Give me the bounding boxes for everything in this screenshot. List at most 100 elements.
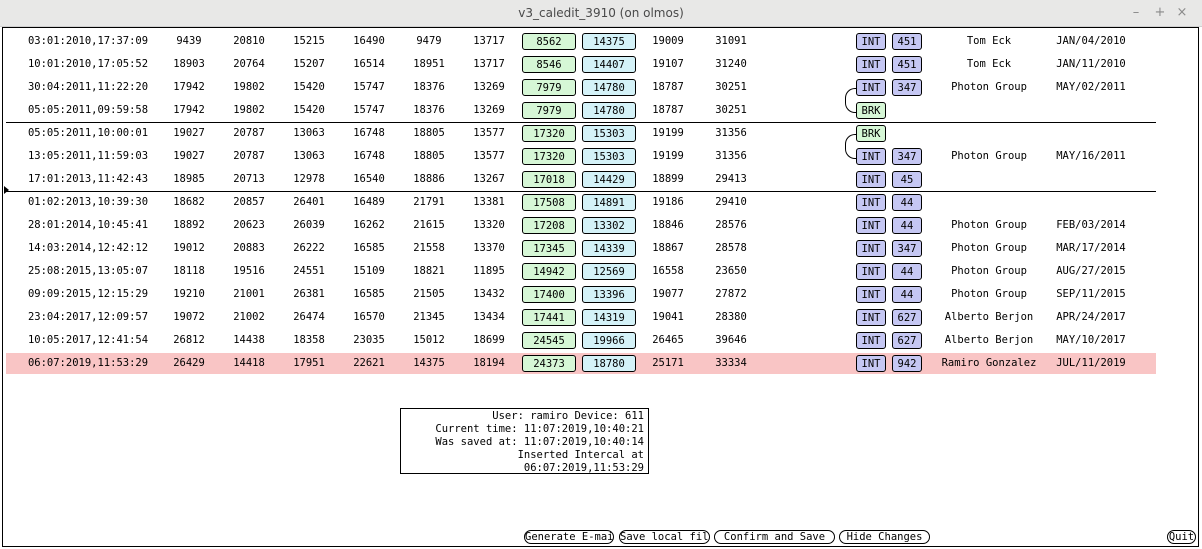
row-value: 31356 bbox=[715, 150, 747, 162]
intercal-number-button[interactable]: 44 bbox=[892, 194, 922, 211]
row-value-green-box[interactable]: 17400 bbox=[522, 286, 576, 303]
row-value-green-box[interactable]: 7979 bbox=[522, 79, 576, 96]
quit-button[interactable]: Quit bbox=[1167, 530, 1196, 544]
row-value: 19009 bbox=[652, 35, 684, 47]
table-row[interactable]: 28:01:2014,10:45:41 18892 20623 26039 16262 2… bbox=[6, 215, 1156, 236]
table-row[interactable]: 23:04:2017,12:09:57 19072 21002 26474 16570 2… bbox=[6, 307, 1156, 328]
row-value-green-box[interactable]: 24373 bbox=[522, 355, 576, 372]
generate-email-button[interactable]: Generate E-mail bbox=[524, 530, 614, 544]
row-value-cyan-box[interactable]: 13302 bbox=[582, 217, 636, 234]
row-value-green-box[interactable]: 8546 bbox=[522, 56, 576, 73]
hide-changes-button[interactable]: Hide Changes bbox=[839, 530, 930, 544]
row-value-cyan-box[interactable]: 14319 bbox=[582, 309, 636, 326]
intercal-number-button[interactable]: 627 bbox=[892, 332, 922, 349]
row-value: 14375 bbox=[413, 357, 445, 369]
row-value: 18194 bbox=[473, 357, 505, 369]
row-value-cyan-box[interactable]: 14407 bbox=[582, 56, 636, 73]
row-value-green-box[interactable]: 14942 bbox=[522, 263, 576, 280]
intercal-type-button[interactable]: INT bbox=[856, 263, 886, 280]
table-row[interactable]: 30:04:2011,11:22:20 17942 19802 15420 15747 1… bbox=[6, 77, 1156, 98]
row-value: 18899 bbox=[652, 173, 684, 185]
info-inserted: Inserted Intercal at 06:07:2019,11:53:29 bbox=[517, 449, 644, 474]
intercal-number-button[interactable]: 451 bbox=[892, 56, 922, 73]
table-row[interactable]: 01:02:2013,10:39:30 18682 20857 26401 16489 2… bbox=[6, 192, 1156, 213]
intercal-type-button[interactable]: INT bbox=[856, 332, 886, 349]
intercal-number-button[interactable]: 347 bbox=[892, 148, 922, 165]
intercal-number-button[interactable]: 451 bbox=[892, 33, 922, 50]
row-value: 20857 bbox=[233, 196, 265, 208]
intercal-number-button[interactable]: 347 bbox=[892, 240, 922, 257]
row-value-green-box[interactable]: 17320 bbox=[522, 148, 576, 165]
row-value-green-box[interactable]: 24545 bbox=[522, 332, 576, 349]
row-value-green-box[interactable]: 17441 bbox=[522, 309, 576, 326]
table-row[interactable]: 10:01:2010,17:05:52 18903 20764 15207 16514 1… bbox=[6, 54, 1156, 75]
row-value-cyan-box[interactable]: 14891 bbox=[582, 194, 636, 211]
close-button[interactable]: × bbox=[1176, 5, 1188, 20]
intercal-number-button[interactable]: 44 bbox=[892, 217, 922, 234]
table-row[interactable]: 05:05:2011,10:00:01 19027 20787 13063 16748 1… bbox=[6, 123, 1156, 144]
break-button[interactable]: BRK bbox=[856, 102, 886, 119]
intercal-type-button[interactable]: INT bbox=[856, 33, 886, 50]
row-timestamp: 23:04:2017,12:09:57 bbox=[27, 311, 149, 323]
row-value-green-box[interactable]: 17320 bbox=[522, 125, 576, 142]
table-row[interactable]: 09:09:2015,12:15:29 19210 21001 26381 16585 2… bbox=[6, 284, 1156, 305]
intercal-type-button[interactable]: INT bbox=[856, 217, 886, 234]
row-value-cyan-box[interactable]: 13396 bbox=[582, 286, 636, 303]
intercal-type-button[interactable]: INT bbox=[856, 355, 886, 372]
intercal-type-button[interactable]: INT bbox=[856, 79, 886, 96]
row-value: 25171 bbox=[652, 357, 684, 369]
intercal-number-button[interactable]: 44 bbox=[892, 263, 922, 280]
intercal-number-button[interactable]: 942 bbox=[892, 355, 922, 372]
row-value: 18805 bbox=[413, 127, 445, 139]
row-value-green-box[interactable]: 7979 bbox=[522, 102, 576, 119]
table-row[interactable]: 10:05:2017,12:41:54 26812 14438 18358 23035 1… bbox=[6, 330, 1156, 351]
intercal-number-button[interactable]: 347 bbox=[892, 79, 922, 96]
intercal-type-button[interactable]: INT bbox=[856, 194, 886, 211]
row-value: 19027 bbox=[173, 150, 205, 162]
row-value-cyan-box[interactable]: 14339 bbox=[582, 240, 636, 257]
table-row[interactable]: 06:07:2019,11:53:29 26429 14418 17951 22621 1… bbox=[6, 353, 1156, 374]
row-date: FEB/03/2014 bbox=[1056, 219, 1126, 231]
table-row[interactable]: 14:03:2014,12:42:12 19012 20883 26222 16585 2… bbox=[6, 238, 1156, 259]
row-value-cyan-box[interactable]: 14429 bbox=[582, 171, 636, 188]
row-value-cyan-box[interactable]: 18780 bbox=[582, 355, 636, 372]
table-row[interactable]: 05:05:2011,09:59:58 17942 19802 15420 15747 1… bbox=[6, 100, 1156, 121]
intercal-type-button[interactable]: INT bbox=[856, 171, 886, 188]
row-value: 22621 bbox=[353, 357, 385, 369]
maximize-button[interactable]: + bbox=[1154, 5, 1166, 20]
intercal-number-button[interactable]: 627 bbox=[892, 309, 922, 326]
row-value-cyan-box[interactable]: 12569 bbox=[582, 263, 636, 280]
table-row[interactable]: 03:01:2010,17:37:09 9439 20810 15215 16490 94… bbox=[6, 31, 1156, 52]
row-value-cyan-box[interactable]: 15303 bbox=[582, 125, 636, 142]
row-value-cyan-box[interactable]: 14375 bbox=[582, 33, 636, 50]
table-row[interactable]: 25:08:2015,13:05:07 18118 19516 24551 15109 1… bbox=[6, 261, 1156, 282]
row-value: 26222 bbox=[293, 242, 325, 254]
intercal-number-button[interactable]: 44 bbox=[892, 286, 922, 303]
intercal-type-button[interactable]: INT bbox=[856, 240, 886, 257]
minimize-button[interactable]: – bbox=[1132, 5, 1140, 20]
row-value-green-box[interactable]: 17018 bbox=[522, 171, 576, 188]
row-value-green-box[interactable]: 17345 bbox=[522, 240, 576, 257]
row-value-green-box[interactable]: 17508 bbox=[522, 194, 576, 211]
intercal-type-button[interactable]: INT bbox=[856, 56, 886, 73]
save-local-file-button[interactable]: Save local file bbox=[619, 530, 710, 544]
row-value: 26812 bbox=[173, 334, 205, 346]
row-value-cyan-box[interactable]: 15303 bbox=[582, 148, 636, 165]
break-button[interactable]: BRK bbox=[856, 125, 886, 142]
intercal-number-button[interactable]: 45 bbox=[892, 171, 922, 188]
row-value: 19012 bbox=[173, 242, 205, 254]
intercal-type-button[interactable]: INT bbox=[856, 286, 886, 303]
row-value-cyan-box[interactable]: 14780 bbox=[582, 102, 636, 119]
row-value: 20764 bbox=[233, 58, 265, 70]
row-value-cyan-box[interactable]: 19966 bbox=[582, 332, 636, 349]
confirm-and-save-button[interactable]: Confirm and Save bbox=[714, 530, 835, 544]
row-value-green-box[interactable]: 17208 bbox=[522, 217, 576, 234]
row-value-green-box[interactable]: 8562 bbox=[522, 33, 576, 50]
row-value-cyan-box[interactable]: 14780 bbox=[582, 79, 636, 96]
row-value: 18951 bbox=[413, 58, 445, 70]
intercal-type-button[interactable]: INT bbox=[856, 148, 886, 165]
intercal-type-button[interactable]: INT bbox=[856, 309, 886, 326]
table-row[interactable]: 13:05:2011,11:59:03 19027 20787 13063 16748 1… bbox=[6, 146, 1156, 167]
title-bar[interactable]: v3_caledit_3910 (on olmos) – + × bbox=[0, 0, 1202, 27]
table-row[interactable]: 17:01:2013,11:42:43 18985 20713 12978 16540 1… bbox=[6, 169, 1156, 190]
